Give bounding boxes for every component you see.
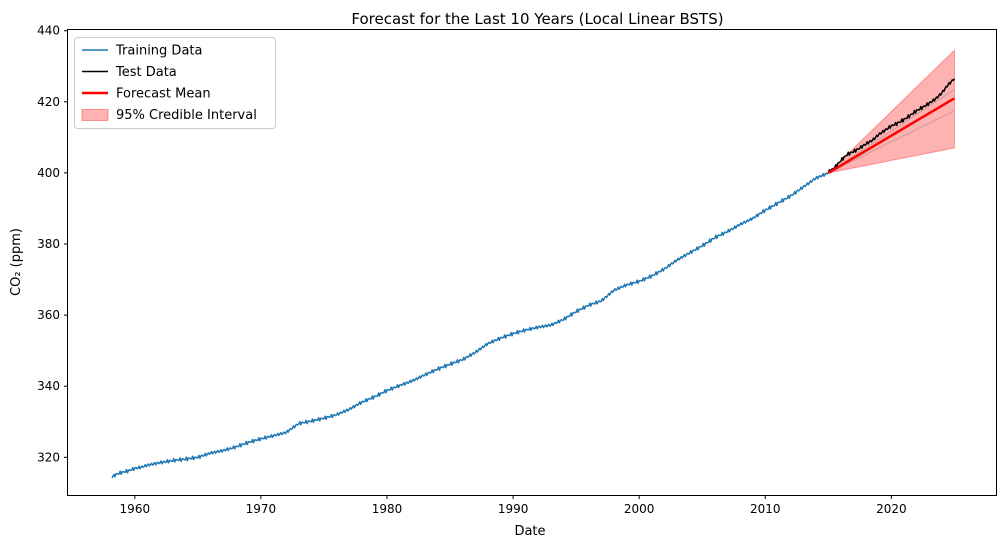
y-axis: 320 340 360 380 400 420 440 — [37, 24, 68, 464]
x-tick-label: 1980 — [372, 502, 403, 516]
y-tick-label: 360 — [37, 308, 60, 322]
forecast-mean-line — [827, 97, 956, 174]
x-tick-label: 2000 — [624, 502, 655, 516]
legend: Training Data Test Data Forecast Mean 95% C… — [74, 37, 276, 129]
x-tick-label: 1990 — [498, 502, 529, 516]
y-tick-label: 340 — [37, 379, 60, 393]
test-data-line — [827, 78, 956, 174]
x-tick-label: 1970 — [246, 502, 277, 516]
y-tick-label: 380 — [37, 237, 60, 251]
legend-label: Forecast Mean — [116, 87, 211, 102]
legend-box — [74, 37, 276, 129]
legend-label: Training Data — [115, 44, 202, 59]
legend-label: 95% Credible Interval — [116, 108, 257, 123]
y-tick-label: 320 — [37, 450, 60, 464]
chart-title: Forecast for the Last 10 Years (Local Li… — [351, 10, 723, 28]
plot-frame — [67, 29, 997, 496]
interval-inner-lower — [827, 110, 955, 174]
x-axis-label: Date — [514, 524, 545, 539]
x-tick-label: 1960 — [120, 502, 151, 516]
y-axis-label: CO₂ (ppm) — [9, 228, 24, 296]
y-tick-label: 400 — [37, 166, 60, 180]
x-tick-label: 2010 — [750, 502, 781, 516]
x-axis: 1960 1970 1980 1990 2000 2010 2020 — [120, 495, 907, 516]
y-tick-label: 440 — [37, 24, 60, 38]
legend-swatch — [81, 109, 109, 121]
x-tick-label: 2020 — [876, 502, 907, 516]
legend-label: Test Data — [115, 65, 177, 80]
interval-inner-upper — [827, 88, 955, 174]
y-tick-label: 420 — [37, 95, 60, 109]
plot-area — [111, 49, 956, 479]
training-data-line — [111, 172, 829, 479]
